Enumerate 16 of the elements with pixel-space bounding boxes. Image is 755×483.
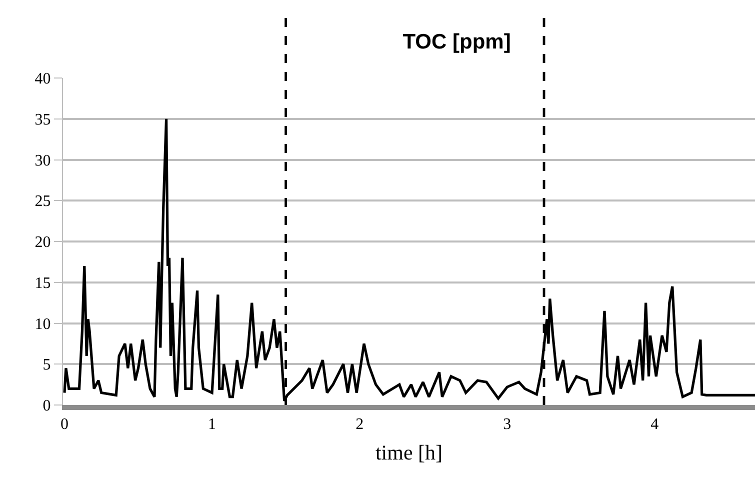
chart-title: TOC [ppm]	[402, 30, 511, 54]
y-tick-label: 40	[34, 70, 51, 88]
x-tick-label: 4	[650, 416, 659, 434]
x-axis-title: time [h]	[375, 440, 443, 464]
y-tick-label: 20	[34, 234, 51, 252]
x-tick-label: 0	[60, 416, 68, 434]
x-tick-label: 1	[208, 416, 216, 434]
y-tick-label: 35	[34, 111, 51, 128]
y-tick-label: 5	[42, 356, 51, 374]
x-tick-label: 3	[503, 416, 512, 434]
y-tick-label: 30	[34, 152, 51, 170]
y-tick-label: 25	[34, 193, 51, 210]
y-tick-label: 0	[42, 398, 51, 415]
x-tick-label: 2	[356, 416, 364, 434]
y-tick-label: 10	[34, 316, 51, 333]
y-tick-label: 15	[34, 274, 51, 292]
